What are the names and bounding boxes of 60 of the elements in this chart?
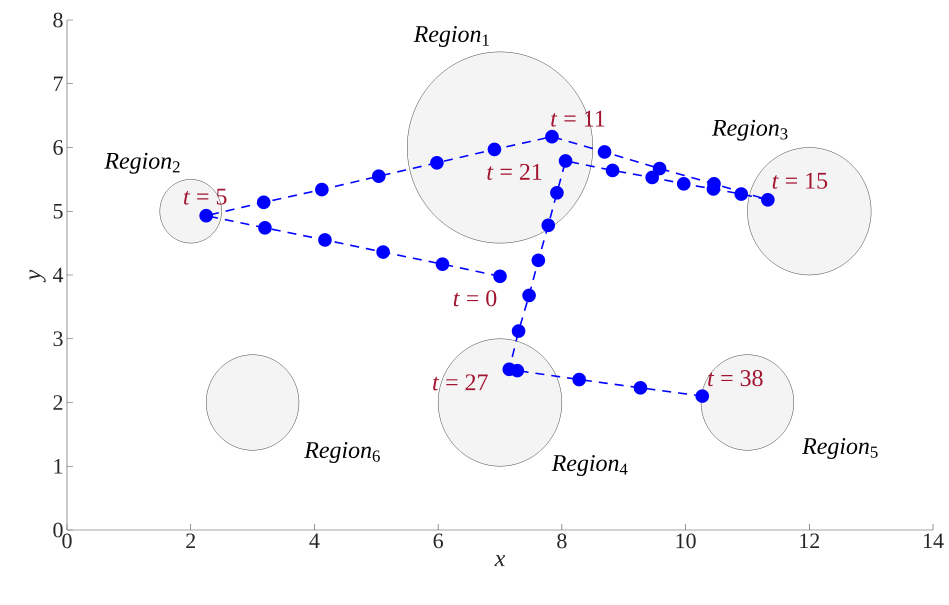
point	[510, 364, 524, 378]
point	[436, 257, 450, 271]
annotation: Region$_{5}$	[802, 438, 878, 459]
y-tick-label: 0	[53, 522, 63, 538]
annotation: Region$_{4}$	[552, 455, 628, 476]
x-tick-label: 14	[924, 534, 944, 548]
point	[488, 142, 502, 156]
point	[512, 324, 526, 338]
point	[550, 186, 564, 200]
point	[541, 218, 556, 232]
point	[606, 164, 620, 178]
point	[572, 372, 586, 386]
y-tick-label: 3	[54, 331, 63, 346]
point	[645, 170, 659, 184]
annotation: Region$_{3}$	[712, 120, 788, 141]
point	[532, 254, 546, 268]
y-tick-label: 5	[54, 204, 63, 219]
annotation: t = 21	[487, 164, 542, 180]
point	[545, 130, 559, 144]
x-tick-label: 4	[309, 534, 320, 548]
y-tick-label: 1	[54, 459, 62, 474]
point	[493, 269, 507, 284]
y-tick-label: 7	[54, 76, 63, 91]
y-axis-title: y	[30, 270, 46, 282]
annotation: t = 38	[708, 370, 763, 386]
annotation: t = 15	[772, 172, 828, 189]
x-tick-label: 12	[800, 534, 820, 548]
annotation: Region$_{1}$	[414, 26, 489, 47]
x-tick-label: 8	[557, 534, 567, 548]
point	[522, 288, 536, 302]
point	[315, 182, 329, 196]
point	[734, 187, 748, 201]
annotation: t = 5	[184, 188, 226, 205]
point	[761, 192, 775, 207]
point	[258, 221, 272, 235]
y-tick-label: 6	[53, 140, 63, 155]
point	[558, 154, 572, 168]
point	[318, 233, 332, 247]
x-tick-label: 2	[186, 534, 195, 548]
x-axis-title: x	[494, 555, 506, 566]
y-tick-label: 4	[52, 268, 64, 282]
point	[634, 381, 648, 395]
point	[676, 177, 691, 191]
annotation: t = 11	[551, 110, 604, 127]
point	[199, 208, 213, 223]
point	[372, 169, 386, 183]
annotation: t = 0	[454, 290, 496, 306]
point	[256, 196, 271, 210]
point	[430, 156, 444, 170]
point	[598, 145, 612, 159]
point	[376, 245, 390, 259]
point	[695, 389, 710, 403]
annotation: Region$_{6}$	[304, 442, 380, 463]
annotation: Region$_{2}$	[104, 152, 180, 174]
point	[652, 162, 666, 176]
y-tick-label: 8	[53, 12, 63, 28]
x-tick-label: 6	[434, 534, 443, 548]
y-tick-label: 2	[53, 395, 62, 410]
x-tick-label: 10	[676, 534, 696, 548]
annotation: t = 27	[433, 374, 488, 390]
